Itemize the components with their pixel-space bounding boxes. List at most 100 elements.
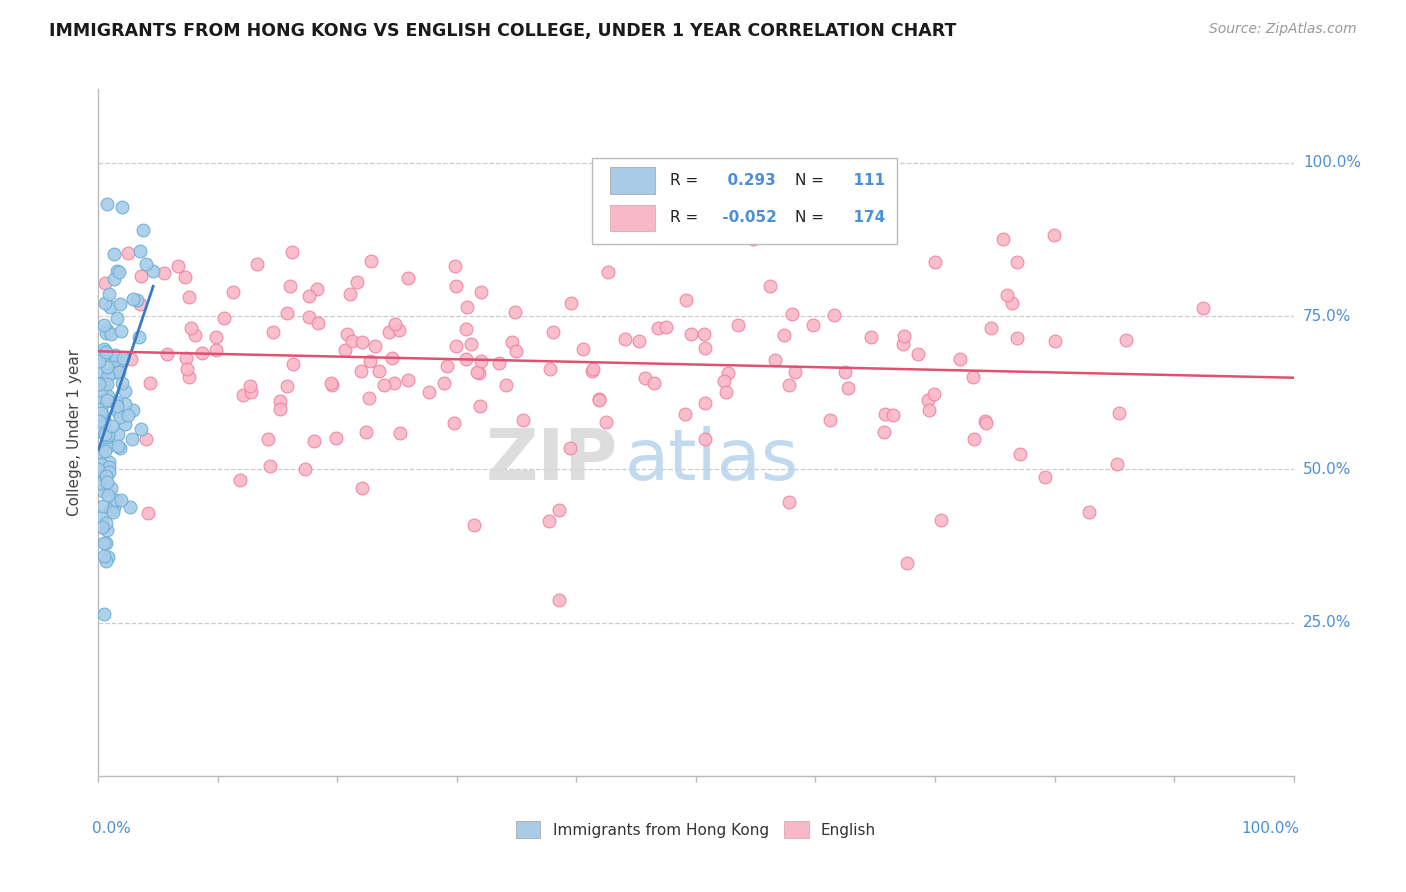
Point: [456, 322, 478, 336]
Point: [467, 365, 489, 379]
Point: [129, 244, 152, 258]
Point: [381, 351, 404, 366]
Point: [96, 377, 118, 392]
Point: [613, 333, 636, 347]
Point: [352, 335, 374, 350]
Point: [693, 396, 716, 410]
Point: [94, 296, 117, 310]
Point: [346, 275, 368, 289]
Point: [111, 353, 134, 368]
Point: [98, 286, 121, 301]
Point: [239, 379, 262, 393]
Point: [108, 409, 131, 424]
Point: [176, 361, 198, 376]
Point: [96, 323, 118, 337]
Point: [655, 319, 678, 334]
Point: [180, 321, 202, 335]
Point: [120, 351, 142, 366]
Point: [918, 403, 941, 417]
Point: [588, 392, 610, 407]
Point: [307, 316, 329, 330]
Point: [780, 307, 803, 321]
Point: [278, 279, 301, 293]
Point: [93, 536, 115, 550]
Point: [114, 384, 136, 398]
Point: [541, 325, 564, 339]
Point: [96, 523, 118, 537]
Point: [100, 418, 122, 433]
Point: [96, 394, 118, 409]
Point: [97, 368, 120, 383]
Point: [156, 347, 179, 361]
Point: [107, 426, 129, 441]
Point: [96, 197, 118, 211]
Point: [1108, 406, 1130, 420]
Point: [488, 355, 510, 369]
Point: [91, 499, 114, 513]
Point: [717, 366, 740, 380]
Point: [89, 353, 111, 368]
Point: [104, 359, 127, 374]
Point: [505, 344, 527, 359]
Point: [91, 519, 114, 533]
Text: 25.0%: 25.0%: [1303, 615, 1351, 631]
Point: [1078, 505, 1101, 519]
Point: [973, 414, 995, 428]
Point: [538, 361, 561, 376]
Point: [269, 394, 291, 409]
Point: [93, 342, 115, 356]
Point: [89, 363, 111, 377]
Point: [591, 223, 613, 237]
Point: [96, 393, 118, 408]
Point: [93, 549, 115, 563]
Point: [114, 397, 136, 411]
Point: [396, 373, 419, 387]
Point: [94, 415, 117, 429]
Point: [96, 536, 118, 550]
Point: [90, 509, 112, 524]
Point: [110, 493, 132, 508]
Text: R =: R =: [669, 173, 697, 188]
Point: [89, 425, 111, 439]
Point: [108, 441, 131, 455]
Point: [741, 232, 763, 246]
Legend: Immigrants from Hong Kong, English: Immigrants from Hong Kong, English: [510, 815, 882, 844]
FancyBboxPatch shape: [610, 204, 655, 231]
Point: [190, 346, 212, 360]
Point: [778, 494, 800, 508]
Point: [773, 327, 796, 342]
Point: [87, 462, 110, 476]
Point: [93, 318, 115, 332]
Point: [595, 415, 617, 429]
Point: [582, 362, 605, 376]
Point: [924, 254, 946, 268]
Point: [627, 334, 650, 348]
Point: [281, 357, 304, 371]
Point: [693, 326, 716, 341]
Point: [1191, 301, 1213, 315]
Text: 50.0%: 50.0%: [1303, 462, 1351, 477]
Point: [91, 520, 114, 534]
Point: [962, 369, 984, 384]
Point: [257, 432, 280, 446]
Point: [340, 334, 363, 348]
Point: [105, 364, 128, 378]
Point: [94, 277, 117, 291]
Text: R =: R =: [669, 211, 697, 225]
Point: [96, 516, 118, 531]
Point: [94, 469, 117, 483]
Point: [129, 297, 152, 311]
Point: [1005, 255, 1028, 269]
Point: [93, 607, 115, 621]
Text: 0.0%: 0.0%: [93, 821, 131, 836]
Point: [108, 265, 131, 279]
Point: [104, 353, 127, 368]
Point: [100, 481, 122, 495]
Point: [96, 430, 118, 444]
Point: [131, 422, 153, 436]
Point: [91, 483, 114, 498]
Point: [97, 389, 120, 403]
Point: [396, 271, 419, 285]
Point: [834, 365, 856, 379]
Point: [128, 330, 150, 344]
